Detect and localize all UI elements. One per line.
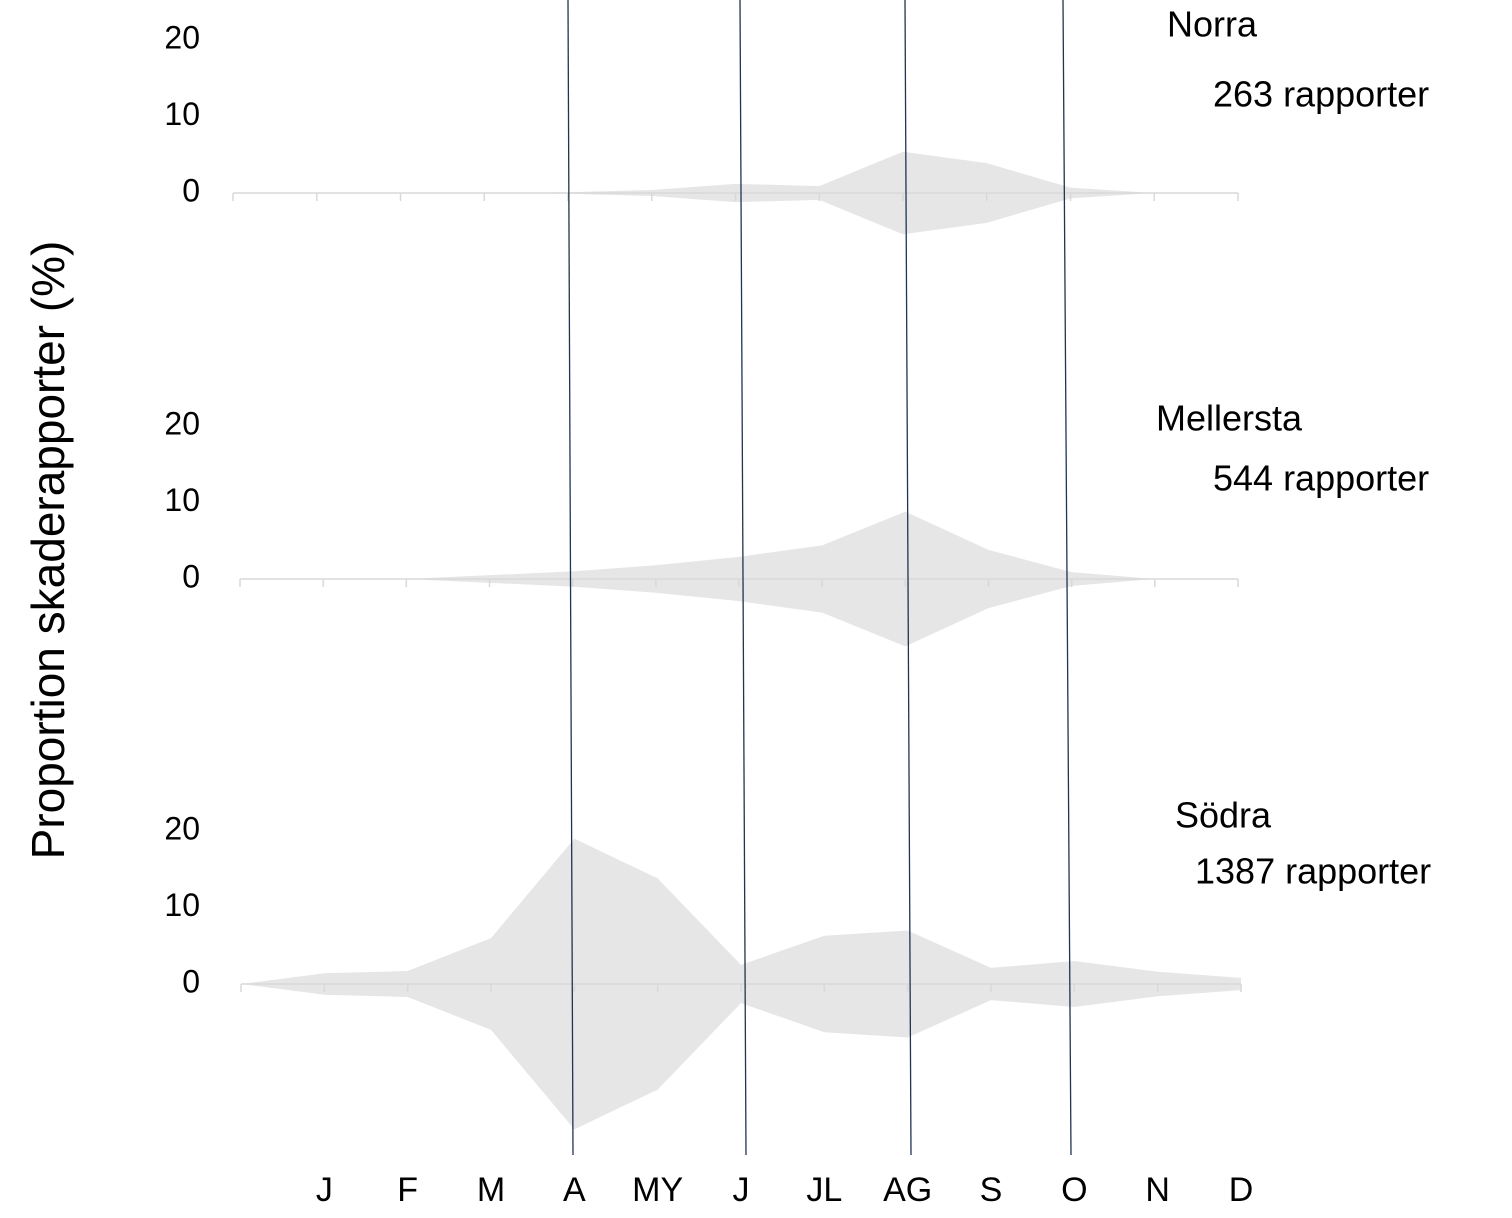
y-axis-label: Proportion skaderapporter (%): [22, 241, 74, 860]
x-tick-label: F: [397, 1171, 418, 1209]
x-tick-label: J: [733, 1171, 750, 1209]
panel-subtitle: 1387 rapporter: [1195, 851, 1431, 892]
x-tick-label: O: [1061, 1171, 1087, 1209]
x-tick-label: S: [980, 1171, 1003, 1209]
panel-title: Södra: [1175, 795, 1272, 836]
x-tick-label: MY: [632, 1171, 683, 1209]
panel-subtitle: 263 rapporter: [1213, 74, 1429, 115]
month-markers: [567, 0, 1072, 1156]
x-tick-label: N: [1145, 1171, 1170, 1209]
y-tick-label: 0: [182, 963, 200, 999]
marker-line: [739, 0, 747, 1156]
panel: 0 10 20 Norra 263 rapporter: [164, 4, 1429, 235]
x-tick-label: A: [563, 1171, 586, 1209]
y-tick-label: 20: [164, 810, 200, 846]
x-tick-label: JL: [806, 1171, 842, 1209]
panel-title: Norra: [1167, 4, 1258, 45]
y-tick-label: 0: [182, 558, 200, 594]
panel-subtitle: 544 rapporter: [1213, 458, 1429, 499]
marker-line: [1062, 0, 1072, 1156]
y-tick-label: 20: [164, 19, 200, 55]
panel: 0 10 20 Mellersta 544 rapporter: [164, 398, 1429, 647]
marker-line: [567, 0, 574, 1156]
y-tick-label: 10: [164, 482, 200, 518]
panel-title: Mellersta: [1156, 398, 1303, 439]
y-tick-label: 0: [182, 172, 200, 208]
panel: 0 10 20 Södra 1387 rapporter J F M A MY J JL AG S O N D: [164, 795, 1431, 1209]
x-tick-label: D: [1229, 1171, 1254, 1209]
marker-line: [904, 0, 912, 1156]
x-tick-label: AG: [883, 1171, 932, 1209]
y-tick-label: 20: [164, 405, 200, 441]
y-tick-label: 10: [164, 96, 200, 132]
x-tick-label: J: [316, 1171, 333, 1209]
y-tick-label: 10: [164, 887, 200, 923]
x-tick-label: M: [477, 1171, 505, 1209]
